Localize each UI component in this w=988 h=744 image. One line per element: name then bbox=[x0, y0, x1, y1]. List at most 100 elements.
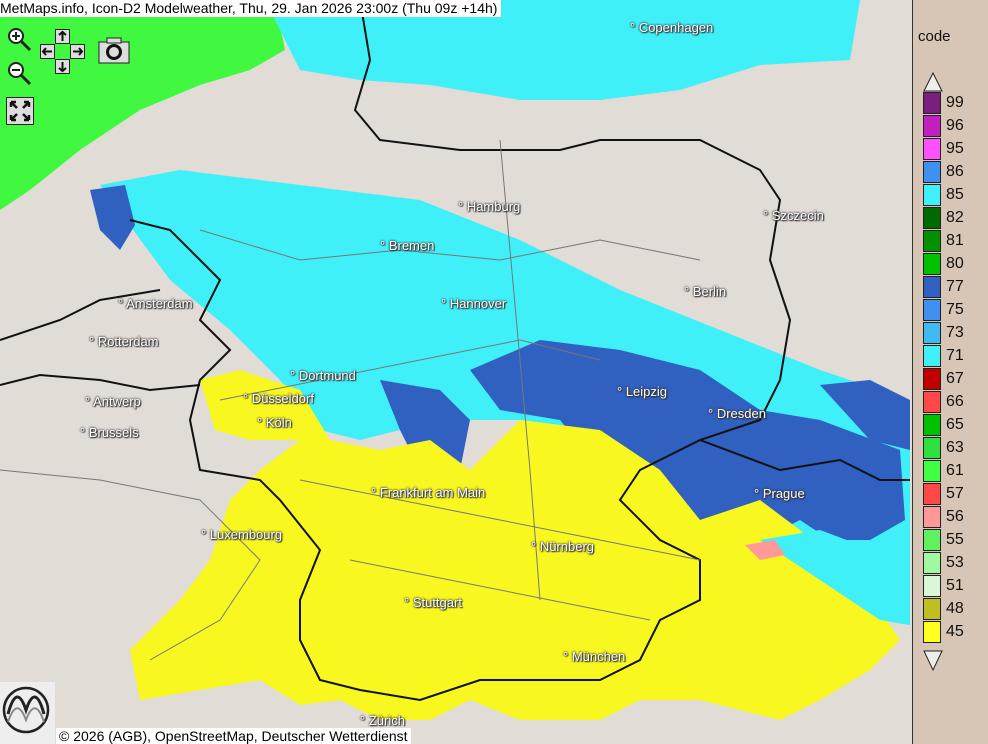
city-name: München bbox=[571, 649, 626, 664]
legend-swatch bbox=[923, 345, 941, 367]
legend-code: 45 bbox=[946, 623, 964, 640]
legend-item: 51 bbox=[923, 575, 988, 597]
camera-icon bbox=[98, 37, 130, 64]
city-name: Düsseldorf bbox=[251, 391, 314, 406]
legend-code: 86 bbox=[946, 163, 964, 180]
legend-code: 95 bbox=[946, 140, 964, 157]
city-label: ° Luxembourg bbox=[201, 527, 283, 542]
legend-code: 65 bbox=[946, 416, 964, 433]
city-label: ° Brussels bbox=[80, 425, 139, 440]
legend-item: 55 bbox=[923, 529, 988, 551]
legend-item: 56 bbox=[923, 506, 988, 528]
legend-swatch bbox=[923, 207, 941, 229]
legend-item: 82 bbox=[923, 207, 988, 229]
city-name: Antwerp bbox=[93, 394, 141, 409]
legend-code: 66 bbox=[946, 393, 964, 410]
legend-swatch bbox=[923, 598, 941, 620]
legend-item: 77 bbox=[923, 276, 988, 298]
legend-item: 53 bbox=[923, 552, 988, 574]
legend-code: 57 bbox=[946, 485, 964, 502]
legend-swatch bbox=[923, 552, 941, 574]
city-name: Berlin bbox=[692, 284, 727, 299]
city-label: ° Hannover bbox=[441, 296, 507, 311]
precip-cyan-southeast bbox=[760, 530, 910, 625]
city-label: ° Rotterdam bbox=[89, 334, 159, 349]
city-name: Bremen bbox=[388, 238, 435, 253]
legend-item: 80 bbox=[923, 253, 988, 275]
legend-item: 67 bbox=[923, 368, 988, 390]
city-name: Rotterdam bbox=[97, 334, 159, 349]
legend-code: 51 bbox=[946, 577, 964, 594]
legend-swatch bbox=[923, 460, 941, 482]
city-name: Dortmund bbox=[298, 368, 356, 383]
city-name: Nürnberg bbox=[539, 539, 595, 554]
legend-code: 61 bbox=[946, 462, 964, 479]
map-layers bbox=[0, 0, 910, 720]
legend-item: 96 bbox=[923, 115, 988, 137]
legend-swatch bbox=[923, 253, 941, 275]
legend-code: 67 bbox=[946, 370, 964, 387]
legend-item: 48 bbox=[923, 598, 988, 620]
city-label: ° Düsseldorf bbox=[243, 391, 314, 406]
legend-swatch bbox=[923, 506, 941, 528]
city-name: Zürich bbox=[368, 713, 405, 728]
city-label: ° Köln bbox=[257, 415, 292, 430]
map-title: MetMaps.info, Icon-D2 Modelweather, Thu,… bbox=[0, 0, 502, 17]
legend-item: 86 bbox=[923, 161, 988, 183]
legend-code: 63 bbox=[946, 439, 964, 456]
city-name: Brussels bbox=[88, 425, 139, 440]
legend-down-arrow-icon bbox=[923, 650, 943, 672]
city-name: Dresden bbox=[716, 406, 766, 421]
legend-title: code bbox=[918, 28, 951, 45]
precip-darkblue-west bbox=[90, 185, 135, 250]
precip-pink-patch bbox=[745, 540, 785, 560]
legend-code: 48 bbox=[946, 600, 964, 617]
city-name: Köln bbox=[265, 415, 292, 430]
city-label: ° Szczecin bbox=[763, 208, 824, 223]
city-label: ° Dortmund bbox=[290, 368, 356, 383]
city-label: ° Amsterdam bbox=[118, 296, 193, 311]
legend-swatch bbox=[923, 322, 941, 344]
city-name: Copenhagen bbox=[638, 20, 714, 35]
city-name: Szczecin bbox=[771, 208, 824, 223]
city-label: ° Prague bbox=[754, 486, 805, 501]
fullscreen-icon bbox=[6, 97, 34, 125]
legend-code: 85 bbox=[946, 186, 964, 203]
city-label: ° Berlin bbox=[684, 284, 727, 299]
legend-swatch bbox=[923, 161, 941, 183]
legend-code: 99 bbox=[946, 94, 964, 111]
city-name: Hannover bbox=[449, 296, 507, 311]
legend-swatch bbox=[923, 575, 941, 597]
weather-map[interactable]: MetMaps.info, Icon-D2 Modelweather, Thu,… bbox=[0, 0, 912, 744]
legend-up-arrow-icon bbox=[923, 72, 943, 92]
precip-cyan-north bbox=[265, 0, 860, 100]
legend-code: 71 bbox=[946, 347, 964, 364]
legend-code: 75 bbox=[946, 301, 964, 318]
precip-darkblue-east bbox=[820, 380, 910, 450]
legend-swatch bbox=[923, 92, 941, 114]
city-label: ° Frankfurt am Main bbox=[371, 485, 486, 500]
city-label: ° Hamburg bbox=[458, 199, 521, 214]
legend-swatch bbox=[923, 184, 941, 206]
legend-swatch bbox=[923, 115, 941, 137]
region-borders bbox=[0, 139, 701, 661]
city-label: ° Copenhagen bbox=[630, 20, 714, 35]
city-name: Prague bbox=[762, 486, 805, 501]
legend-item: 95 bbox=[923, 138, 988, 160]
legend-item: 71 bbox=[923, 345, 988, 367]
legend-code: 77 bbox=[946, 278, 964, 295]
legend-code: 55 bbox=[946, 531, 964, 548]
legend-swatch bbox=[923, 483, 941, 505]
city-label: ° Leipzig bbox=[617, 384, 668, 399]
city-label: ° Bremen bbox=[380, 238, 435, 253]
legend-item: 81 bbox=[923, 230, 988, 252]
city-name: Frankfurt am Main bbox=[379, 485, 486, 500]
city-label: ° Dresden bbox=[708, 406, 766, 421]
legend-swatch bbox=[923, 414, 941, 436]
legend-swatch bbox=[923, 138, 941, 160]
legend-item: 61 bbox=[923, 460, 988, 482]
city-label: ° München bbox=[563, 649, 626, 664]
legend-code: 56 bbox=[946, 508, 964, 525]
legend-swatch bbox=[923, 529, 941, 551]
metmaps-logo bbox=[0, 682, 55, 744]
